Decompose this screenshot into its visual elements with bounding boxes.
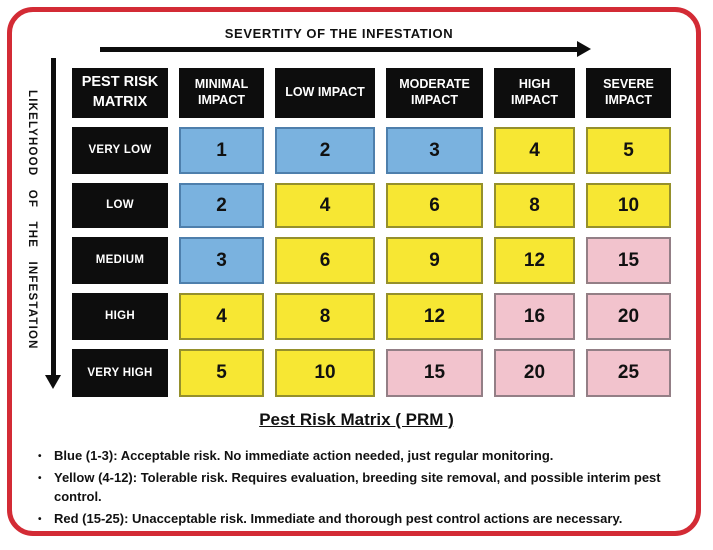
matrix-cell-r2c1: 6 xyxy=(275,237,375,284)
legend-item-text: Blue (1-3): Acceptable risk. No immediat… xyxy=(54,448,554,463)
matrix-cell-r4c3: 20 xyxy=(494,349,575,397)
bullet-icon: • xyxy=(38,473,42,484)
matrix-cell-r0c3: 4 xyxy=(494,127,575,174)
column-header-severe-impact: SEVERE IMPACT xyxy=(586,68,671,118)
column-header-low-impact: LOW IMPACT xyxy=(275,68,375,118)
legend-item-text: Yellow (4-12): Tolerable risk. Requires … xyxy=(54,470,661,504)
matrix-cell-r3c3: 16 xyxy=(494,293,575,340)
matrix-cell-r4c0: 5 xyxy=(179,349,264,397)
matrix-cell-r4c1: 10 xyxy=(275,349,375,397)
likelihood-axis-label: LIKELYHOOD OF THE INFESTATION xyxy=(26,90,38,350)
row-label-high: HIGH xyxy=(72,293,168,340)
down-arrow-icon xyxy=(45,58,61,389)
legend-item-blue: • Blue (1-3): Acceptable risk. No immedi… xyxy=(36,447,686,466)
figure-caption: Pest Risk Matrix ( PRM ) xyxy=(259,410,454,429)
matrix-cell-r1c4: 10 xyxy=(586,183,671,228)
column-header-high-impact: HIGH IMPACT xyxy=(494,68,575,118)
matrix-corner-cell: PEST RISK MATRIX xyxy=(72,68,168,118)
matrix-cell-r1c1: 4 xyxy=(275,183,375,228)
matrix-cell-r2c4: 15 xyxy=(586,237,671,284)
severity-axis: SEVERTITY OF THE INFESTATION xyxy=(100,26,591,57)
risk-matrix-grid: PEST RISK MATRIX MINIMAL IMPACT LOW IMPA… xyxy=(72,68,671,397)
matrix-cell-r2c3: 12 xyxy=(494,237,575,284)
legend-item-yellow: • Yellow (4-12): Tolerable risk. Require… xyxy=(36,469,686,507)
matrix-cell-r0c2: 3 xyxy=(386,127,483,174)
matrix-cell-r0c0: 1 xyxy=(179,127,264,174)
matrix-cell-r3c2: 12 xyxy=(386,293,483,340)
row-label-medium: MEDIUM xyxy=(72,237,168,284)
matrix-cell-r1c3: 8 xyxy=(494,183,575,228)
matrix-cell-r3c4: 20 xyxy=(586,293,671,340)
matrix-cell-r2c0: 3 xyxy=(179,237,264,284)
bullet-icon: • xyxy=(38,451,42,462)
matrix-cell-r0c4: 5 xyxy=(586,127,671,174)
row-label-very-high: VERY HIGH xyxy=(72,349,168,397)
right-arrow-icon xyxy=(100,41,591,57)
column-header-moderate-impact: MODERATE IMPACT xyxy=(386,68,483,118)
column-header-minimal-impact: MINIMAL IMPACT xyxy=(179,68,264,118)
legend-item-red: • Red (15-25): Unacceptable risk. Immedi… xyxy=(36,510,686,529)
matrix-cell-r1c2: 6 xyxy=(386,183,483,228)
matrix-cell-r0c1: 2 xyxy=(275,127,375,174)
matrix-cell-r1c0: 2 xyxy=(179,183,264,228)
bullet-icon: • xyxy=(38,513,42,525)
matrix-cell-r4c2: 15 xyxy=(386,349,483,397)
legend: • Blue (1-3): Acceptable risk. No immedi… xyxy=(36,447,686,532)
matrix-cell-r2c2: 9 xyxy=(386,237,483,284)
matrix-cell-r3c0: 4 xyxy=(179,293,264,340)
row-label-low: LOW xyxy=(72,183,168,228)
legend-item-text: Red (15-25): Unacceptable risk. Immediat… xyxy=(54,510,623,526)
matrix-cell-r4c4: 25 xyxy=(586,349,671,397)
severity-axis-label: SEVERTITY OF THE INFESTATION xyxy=(224,26,454,41)
row-label-very-low: VERY LOW xyxy=(72,127,168,174)
matrix-cell-r3c1: 8 xyxy=(275,293,375,340)
